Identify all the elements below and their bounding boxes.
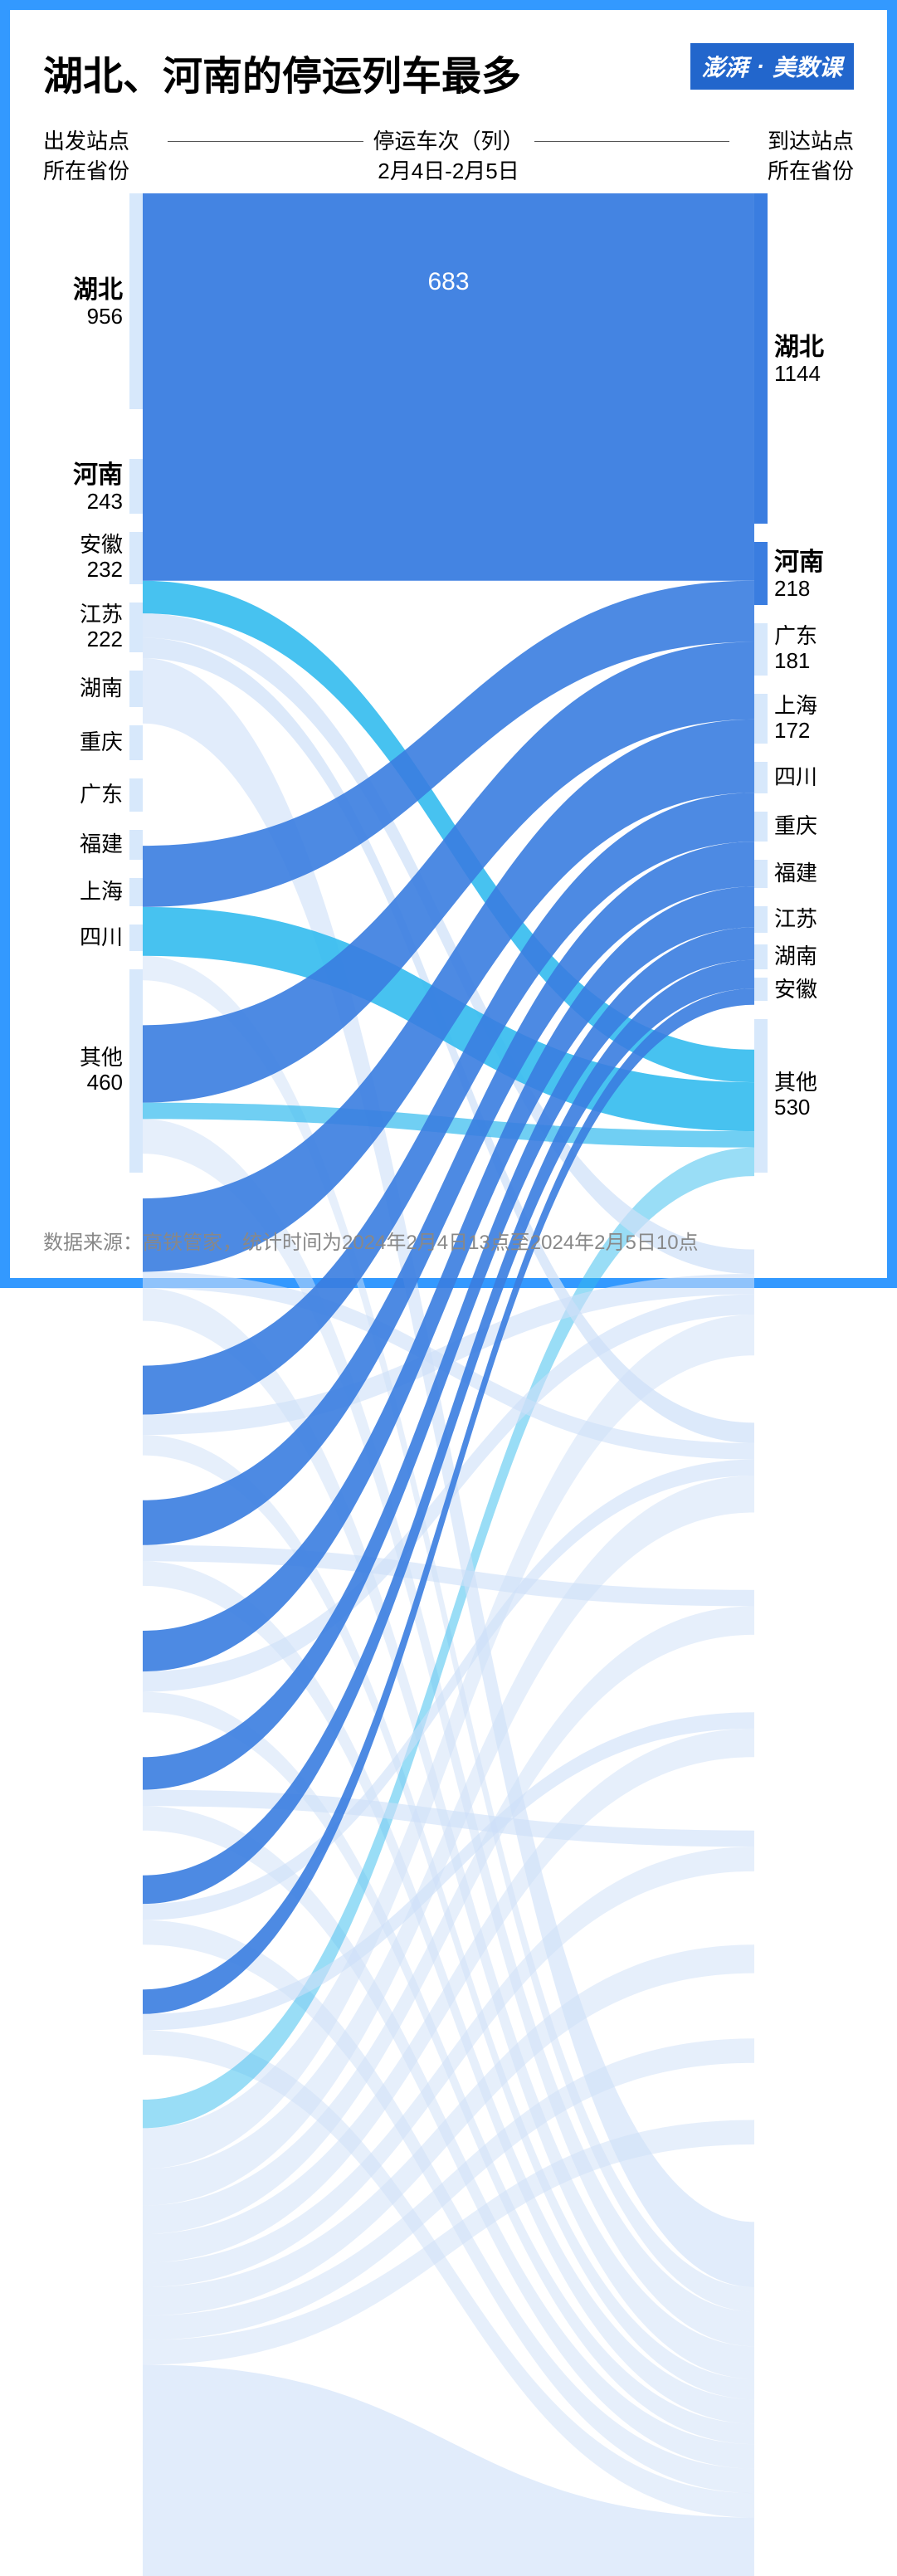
- sankey-link: [143, 193, 754, 581]
- sankey-links: [143, 193, 754, 2576]
- brand-sub-text: 美数课: [773, 50, 842, 83]
- sankey-node: [129, 671, 143, 707]
- sankey-node-label: 湖北956: [73, 276, 123, 329]
- main-flow-value-label: 683: [427, 268, 469, 296]
- right-node-column: 湖北1144 河南218 广东181 上海172 四川重庆福建江苏湖南安徽其他530: [754, 193, 854, 1173]
- sankey-node-label: 福建: [80, 832, 123, 857]
- chart-title: 湖北、河南的停运列车最多: [43, 43, 521, 101]
- right-header-line2: 所在省份: [768, 159, 854, 183]
- sankey-node-label: 江苏222: [80, 603, 123, 652]
- sankey-node-label: 其他530: [774, 1071, 817, 1120]
- sankey-node-label: 四川: [774, 765, 817, 790]
- sankey-node-label: 广东181: [774, 624, 817, 674]
- sankey-node-label: 福建: [774, 861, 817, 886]
- brand-badge: 澎湃 · 美数课: [690, 43, 854, 90]
- header-row: 湖北、河南的停运列车最多 澎湃 · 美数课: [43, 43, 854, 101]
- center-header-line2: 2月4日-2月5日: [378, 156, 519, 186]
- sankey-node: [129, 725, 143, 760]
- left-header-line1: 出发站点: [43, 129, 129, 154]
- sankey-node: [754, 762, 768, 793]
- center-col-header: 停运车次（列） 2月4日-2月5日: [168, 126, 729, 187]
- sankey-node: [754, 623, 768, 676]
- sankey-node: [754, 694, 768, 744]
- sankey-node-label: 湖北1144: [774, 334, 824, 387]
- left-header-line2: 所在省份: [43, 159, 129, 183]
- sankey-node-label: 上海172: [774, 694, 817, 744]
- sankey-node: [754, 860, 768, 888]
- sankey-node-label: 湖南: [774, 944, 817, 969]
- rule-right: [534, 141, 730, 142]
- sankey-node: [129, 193, 143, 409]
- rule-left: [168, 141, 363, 142]
- sankey-node: [129, 925, 143, 951]
- left-node-column: 湖北956 河南243 安徽232 江苏222 湖南重庆广东福建上海四川其他460: [43, 193, 143, 1173]
- right-header-line1: 到达站点: [768, 129, 854, 154]
- sankey-node: [754, 542, 768, 605]
- data-source-footer: 数据来源：高铁管家，统计时间为2024年2月4日13点至2024年2月5日10点: [43, 1226, 699, 1255]
- sankey-node-label: 其他460: [80, 1046, 123, 1095]
- sankey-node: [754, 944, 768, 969]
- sankey-node-label: 河南218: [774, 549, 824, 602]
- sankey-node-label: 广东: [80, 783, 123, 807]
- sankey-node-label: 上海: [80, 880, 123, 905]
- sankey-node-label: 安徽: [774, 978, 817, 1003]
- sankey-node: [754, 193, 768, 524]
- sankey-node: [129, 778, 143, 812]
- sankey-node-label: 重庆: [80, 730, 123, 755]
- sankey-node: [129, 532, 143, 584]
- sankey-node: [129, 969, 143, 1173]
- center-header-line1: 停运车次（列）: [373, 126, 524, 156]
- sankey-node: [129, 878, 143, 906]
- sankey-chart: 湖北956河南243安徽232江苏222湖南重庆广东福建上海四川其他460 湖北…: [43, 193, 854, 1173]
- sankey-node-label: 江苏: [774, 907, 817, 932]
- sankey-node-label: 湖南: [80, 676, 123, 701]
- sankey-node: [129, 603, 143, 652]
- sankey-node: [754, 1019, 768, 1173]
- sankey-node: [754, 978, 768, 1001]
- sankey-node: [129, 830, 143, 860]
- brand-logo-text: 澎湃: [702, 50, 748, 83]
- left-col-header: 出发站点 所在省份: [43, 126, 168, 187]
- sankey-node-label: 四川: [80, 925, 123, 950]
- sankey-node: [754, 812, 768, 842]
- sankey-node-label: 河南243: [73, 461, 123, 515]
- sankey-node-label: 安徽232: [80, 533, 123, 583]
- sankey-node-label: 重庆: [774, 814, 817, 839]
- column-headers: 出发站点 所在省份 停运车次（列） 2月4日-2月5日 到达站点 所在省份: [43, 126, 854, 187]
- sankey-node: [754, 906, 768, 933]
- sankey-node: [129, 459, 143, 514]
- chart-frame: 湖北、河南的停运列车最多 澎湃 · 美数课 出发站点 所在省份 停运车次（列） …: [0, 0, 897, 1288]
- right-col-header: 到达站点 所在省份: [729, 126, 854, 187]
